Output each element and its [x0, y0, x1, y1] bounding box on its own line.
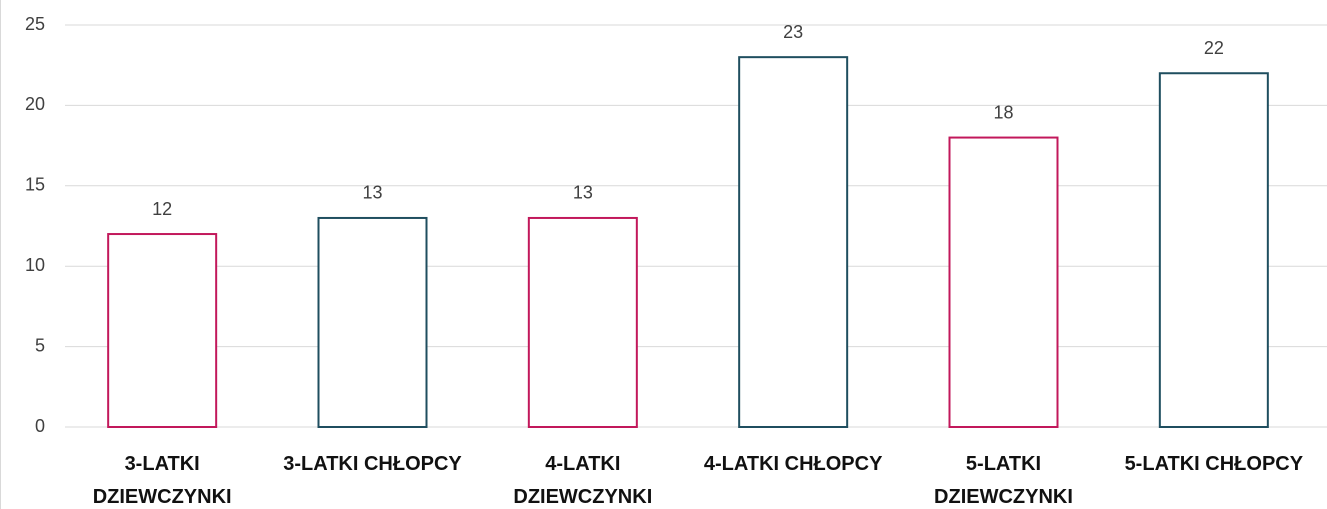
x-tick-label: 4-LATKI DZIEWCZYNKI [513, 453, 653, 508]
bar [948, 136, 1059, 428]
bar [107, 233, 218, 428]
bar [1158, 72, 1269, 429]
y-tick-label: 15 [25, 175, 45, 195]
x-tick-label: 4-LATKI CHŁOPCY [703, 453, 883, 475]
value-label: 18 [993, 102, 1013, 122]
x-tick-label: 5-LATKI DZIEWCZYNKI [934, 453, 1073, 508]
bar [527, 216, 638, 428]
x-tick-label: 3-LATKI DZIEWCZYNKI [92, 453, 232, 508]
value-label: 23 [783, 22, 803, 42]
value-label: 12 [152, 199, 172, 219]
x-tick-label: 3-LATKI CHŁOPCY [283, 453, 462, 475]
bar [317, 216, 428, 428]
value-label: 13 [573, 183, 593, 203]
y-tick-label: 20 [25, 94, 45, 114]
y-tick-label: 5 [35, 335, 45, 355]
value-label: 13 [362, 183, 382, 203]
y-tick-label: 0 [35, 416, 45, 436]
y-tick-label: 25 [25, 14, 45, 34]
value-label: 22 [1204, 38, 1224, 58]
y-tick-label: 10 [25, 255, 45, 275]
bar [738, 56, 849, 428]
x-tick-label: 5-LATKI CHŁOPCY [1124, 453, 1304, 475]
